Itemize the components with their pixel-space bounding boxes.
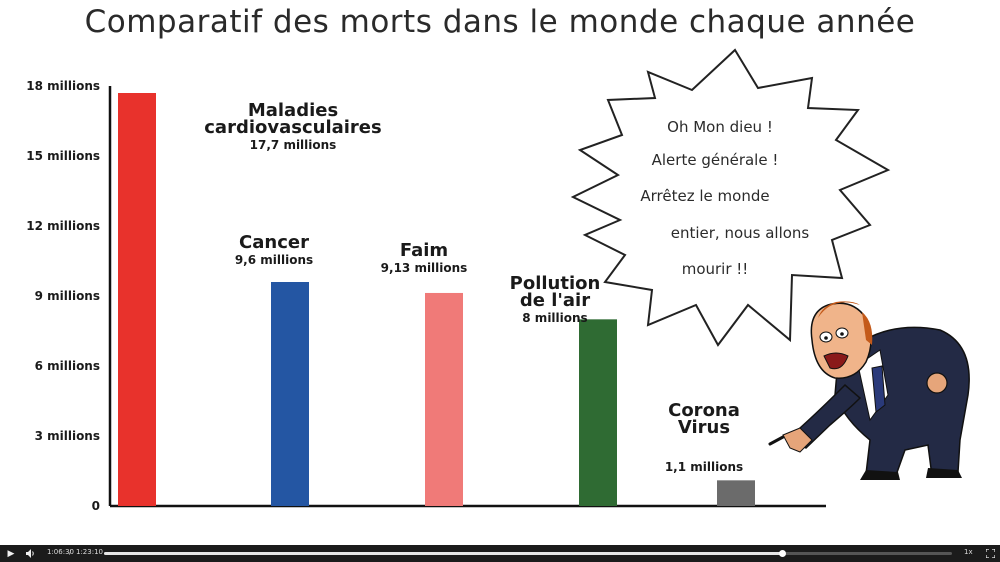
bar-value-label: 1,1 millions	[665, 460, 743, 474]
playback-speed-button[interactable]: 1x	[964, 548, 973, 556]
chart-title: Comparatif des morts dans le monde chaqu…	[84, 4, 916, 40]
bar-category-label: Pollution	[510, 273, 601, 294]
duration: 1:23:10	[76, 548, 103, 556]
seek-bar-progress	[104, 552, 783, 555]
bubble-line-4: entier, nous allons	[670, 224, 810, 242]
bar	[118, 93, 156, 506]
bar-category-label: Virus	[678, 417, 730, 438]
bar	[271, 282, 309, 506]
seek-bar[interactable]	[104, 550, 952, 557]
bar-value-label: 9,13 millions	[381, 261, 468, 275]
seek-bar-handle[interactable]	[779, 550, 787, 557]
y-tick-label: 12 millions	[26, 219, 100, 233]
video-controls-bar: ▶ 1:06:30 / 1:23:10 1x	[0, 545, 1000, 562]
y-tick-label: 0	[92, 499, 100, 513]
bar-category-label: de l'air	[520, 290, 590, 311]
bar-chart: 18 millions 15 millions 12 millions 9 milli…	[26, 79, 826, 513]
play-button[interactable]: ▶	[2, 545, 20, 562]
bar-category-label: Corona	[668, 400, 740, 421]
bar-category-label: Maladies	[248, 100, 338, 121]
bar-category-label: Faim	[400, 240, 448, 261]
play-icon: ▶	[7, 548, 15, 559]
y-tick-label: 18 millions	[26, 79, 100, 93]
speech-bubble	[570, 48, 891, 347]
y-tick-label: 9 millions	[35, 289, 100, 303]
bubble-line-5: mourir !!	[681, 260, 749, 278]
fullscreen-icon	[985, 549, 995, 558]
bar	[425, 292, 463, 506]
y-tick-label: 3 millions	[35, 429, 100, 443]
y-tick-label: 6 millions	[35, 359, 100, 373]
time-separator: /	[69, 548, 72, 556]
volume-button[interactable]	[22, 545, 40, 562]
video-frame[interactable]: Comparatif des morts dans le monde chaqu…	[0, 0, 1000, 545]
bubble-line-1: Oh Mon dieu !	[667, 118, 773, 136]
bar	[579, 319, 617, 506]
current-time: 1:06:30	[47, 548, 74, 556]
cartoon-man-illustration	[768, 301, 970, 480]
bar-value-label: 17,7 millions	[250, 138, 337, 152]
bar	[717, 480, 755, 506]
bubble-line-3: Arrêtez le monde	[640, 187, 770, 205]
bar-value-label: 9,6 millions	[235, 253, 313, 267]
volume-icon	[26, 549, 34, 558]
bar-category-label: Cancer	[239, 232, 309, 253]
fullscreen-button[interactable]	[981, 545, 999, 562]
bar-value-label: 8 millions	[522, 311, 587, 325]
speech-bubble-shape	[570, 48, 891, 347]
bubble-line-2: Alerte générale !	[651, 151, 779, 169]
y-tick-label: 15 millions	[26, 149, 100, 163]
bar-category-label: cardiovasculaires	[204, 117, 381, 138]
